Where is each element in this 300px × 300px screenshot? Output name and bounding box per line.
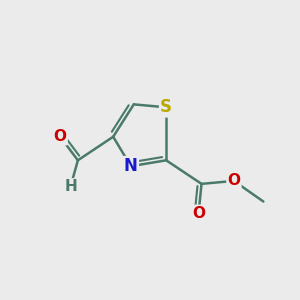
Text: O: O <box>54 129 67 144</box>
Text: O: O <box>227 173 240 188</box>
Text: H: H <box>64 179 77 194</box>
Text: N: N <box>124 157 138 175</box>
Text: O: O <box>192 206 205 221</box>
Text: S: S <box>160 98 172 116</box>
